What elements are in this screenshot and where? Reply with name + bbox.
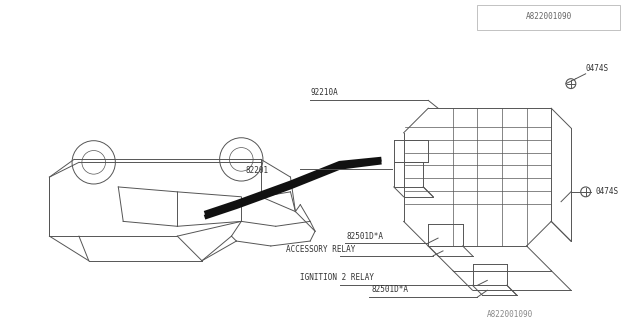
Text: A822001090: A822001090 <box>526 12 572 21</box>
Text: 0474S: 0474S <box>595 188 619 196</box>
Text: 82501D*A: 82501D*A <box>371 285 408 294</box>
Text: 82501D*A: 82501D*A <box>347 232 383 241</box>
Text: ACCESSORY RELAY: ACCESSORY RELAY <box>285 245 355 254</box>
Bar <box>477 5 620 29</box>
Text: 92210A: 92210A <box>310 88 338 97</box>
Text: 0474S: 0474S <box>586 64 609 73</box>
Text: A822001090: A822001090 <box>487 310 534 319</box>
Text: 82201: 82201 <box>246 166 269 175</box>
Text: IGNITION 2 RELAY: IGNITION 2 RELAY <box>300 273 374 282</box>
